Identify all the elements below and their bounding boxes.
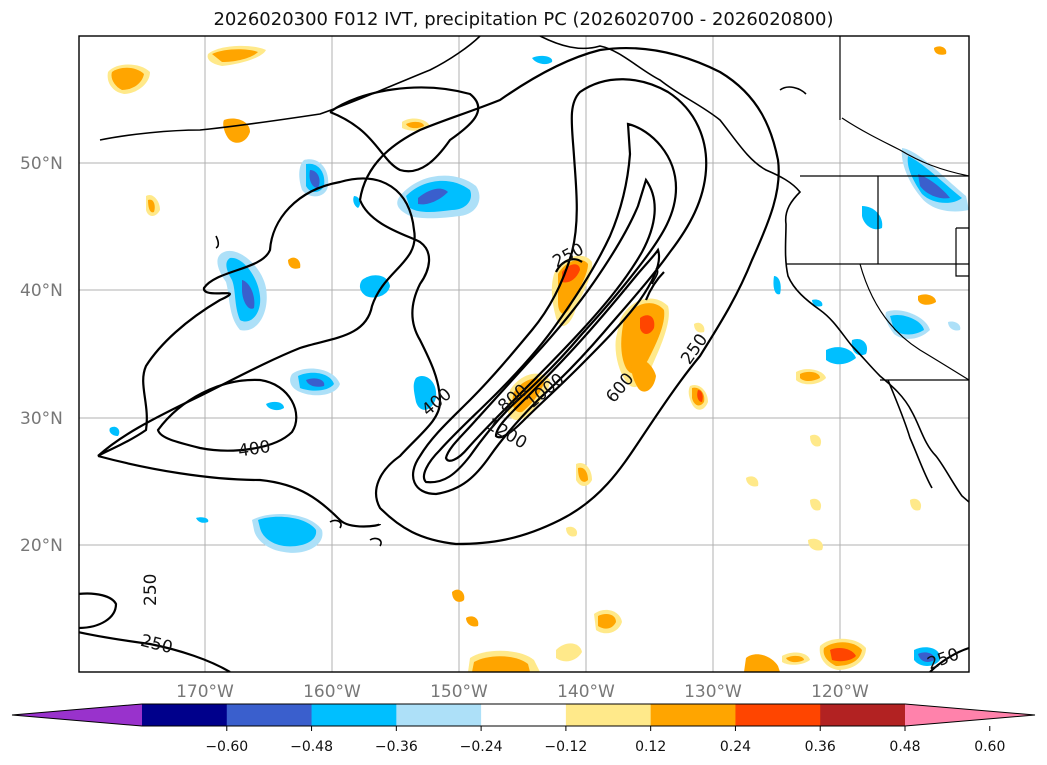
lon-label-160w: 160°W bbox=[303, 682, 361, 702]
colorbar-swatch bbox=[735, 704, 821, 726]
lat-label-30n: 30°N bbox=[20, 409, 63, 429]
lat-label-50n: 50°N bbox=[20, 154, 63, 174]
colorbar-swatch bbox=[396, 704, 482, 726]
colorbar-swatch bbox=[481, 704, 567, 726]
contour-label-400-b: 400 bbox=[237, 437, 272, 461]
lon-label-120w: 120°W bbox=[811, 682, 869, 702]
country-borders bbox=[786, 36, 969, 381]
positive-precip-region bbox=[107, 45, 947, 672]
precipitation-pc-shading bbox=[107, 45, 969, 672]
lat-label-20n: 20°N bbox=[20, 536, 63, 556]
colorbar-tick-label: −0.36 bbox=[375, 739, 418, 755]
colorbar-swatch bbox=[226, 704, 313, 726]
colorbar-tick-label: 0.48 bbox=[889, 739, 920, 755]
latitude-labels: 50°N 40°N 30°N 20°N bbox=[20, 154, 63, 556]
lon-label-170w: 170°W bbox=[176, 682, 234, 702]
colorbar-tick-label: −0.60 bbox=[205, 739, 248, 755]
colorbar: −0.60 −0.48 −0.36 −0.24 −0.12 0.12 0.24 0.36 0.4… bbox=[11, 703, 1036, 755]
colorbar-swatch bbox=[311, 704, 397, 726]
lat-label-40n: 40°N bbox=[20, 281, 63, 301]
longitude-labels: 170°W 160°W 150°W 140°W 130°W 120°W bbox=[176, 682, 869, 702]
colorbar-outline bbox=[11, 703, 1036, 727]
colorbar-tick-label: 0.24 bbox=[720, 739, 751, 755]
plot-frame bbox=[78, 35, 970, 673]
lon-label-140w: 140°W bbox=[557, 682, 615, 702]
map-title: 2026020300 F012 IVT, precipitation PC (2… bbox=[213, 9, 834, 30]
lon-label-150w: 150°W bbox=[430, 682, 488, 702]
ivt-contours bbox=[79, 46, 969, 672]
colorbar-swatch bbox=[650, 704, 736, 726]
negative-precip-region bbox=[109, 55, 969, 666]
colorbar-extend-low bbox=[12, 704, 142, 726]
lon-label-130w: 130°W bbox=[684, 682, 742, 702]
colorbar-tick-label: 0.60 bbox=[974, 739, 1005, 755]
contour-label-250-c: 250 bbox=[141, 574, 161, 606]
colorbar-swatch bbox=[820, 704, 906, 726]
map-plot-area: 250 400 400 800 1000 1200 600 250 250 25… bbox=[79, 36, 969, 672]
colorbar-tick-label: −0.24 bbox=[460, 739, 503, 755]
colorbar-swatch bbox=[565, 704, 652, 726]
colorbar-tick-label: −0.12 bbox=[544, 739, 587, 755]
contour-label-250-d: 250 bbox=[138, 631, 174, 658]
colorbar-tick-label: 0.12 bbox=[635, 739, 666, 755]
colorbar-tick-label: 0.36 bbox=[805, 739, 836, 755]
colorbar-swatch bbox=[142, 704, 228, 726]
colorbar-extend-high bbox=[905, 704, 1035, 726]
colorbar-tick-label: −0.48 bbox=[290, 739, 333, 755]
coastlines bbox=[99, 36, 969, 547]
contour-label-250-b: 250 bbox=[677, 330, 712, 368]
